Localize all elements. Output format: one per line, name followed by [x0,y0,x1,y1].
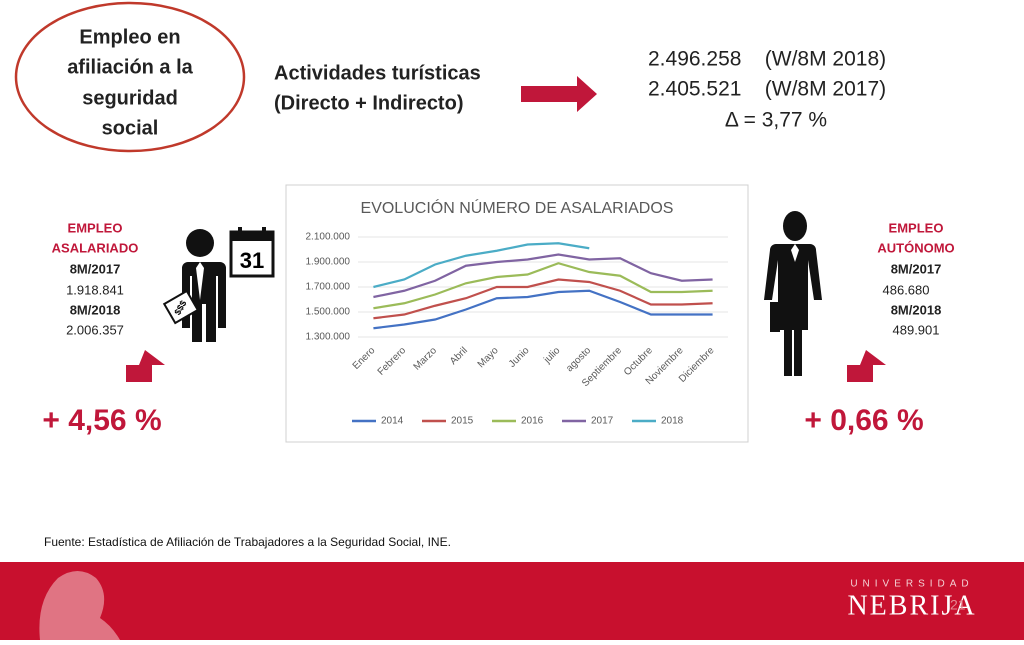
label: 8M/2018 [70,302,121,317]
up-arrow [847,350,886,382]
briefcase [162,289,200,325]
change: + 0,66 % [804,404,923,437]
calendar-icon [229,227,275,278]
label: AUTÓNOMO [877,240,954,255]
chart-title: EVOLUCIÓN NÚMERO DE ASALARIADOS [361,198,674,217]
y-tick-label: 1.500.000 [306,307,351,318]
legend-label: 2015 [451,416,474,427]
header: (Directo + Indirecto) [274,92,463,114]
legend-label: 2017 [591,416,614,427]
y-tick-label: 1.300.000 [306,332,351,343]
bubble [14,1,246,153]
series-line [373,253,713,299]
y-tick-label: 1.700.000 [306,282,351,293]
arrow [521,76,597,112]
legend-label: 2018 [661,416,684,427]
university: UNIVERSIDAD [850,579,973,590]
woman-icon [764,211,822,376]
label: EMPLEO [68,220,123,235]
label: 8M/2017 [70,261,121,276]
label: 8M/2018 [891,302,942,317]
value: 489.901 [893,322,940,337]
bubble-text: Empleo en [79,26,180,48]
summary: 2.496.258 (W/8M 2018) [648,48,886,71]
university-name: NEBRIJA [847,590,976,621]
series-line [373,242,590,289]
value: 486.680 [883,282,930,297]
y-tick-label: 2.100.000 [306,232,351,243]
page-number: 21 [950,597,966,613]
portrait [39,571,121,640]
series-line [373,278,713,320]
bubble-text: afiliación a la [67,56,193,78]
value: 2.006.357 [66,322,124,337]
series-line [373,289,713,330]
man-icon [180,229,226,342]
legend-label: 2016 [521,416,544,427]
summary: 2.405.521 (W/8M 2017) [648,78,886,101]
label: ASALARIADO [52,240,139,255]
bubble-text: social [102,117,159,139]
footer-band [0,562,1024,640]
summary: Δ = 3,77 % [725,109,827,132]
value: 1.918.841 [66,282,124,297]
change: + 4,56 % [42,404,161,437]
label: EMPLEO [889,220,944,235]
legend-label: 2014 [381,416,404,427]
y-tick-label: 1.900.000 [306,257,351,268]
label: 8M/2017 [891,261,942,276]
bubble-text: seguridad [82,87,178,109]
up-arrow [126,350,165,382]
calendar-day: 31 [240,248,264,273]
series-line [373,262,713,310]
header: Actividades turísticas [274,62,481,84]
source: Fuente: Estadística de Afiliación de Tra… [44,535,451,549]
